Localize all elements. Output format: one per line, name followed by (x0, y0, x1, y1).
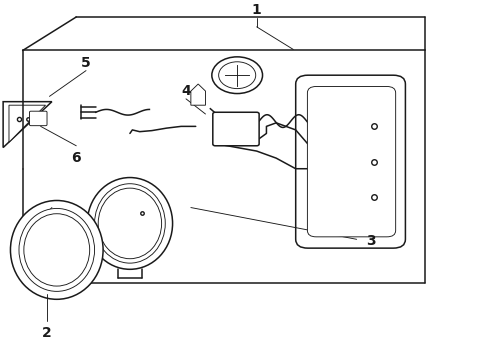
FancyBboxPatch shape (212, 112, 259, 146)
Text: 1: 1 (251, 3, 261, 17)
FancyBboxPatch shape (307, 86, 395, 237)
Text: 4: 4 (181, 84, 190, 98)
Text: 2: 2 (42, 326, 52, 340)
Ellipse shape (87, 177, 172, 269)
Text: 3: 3 (366, 234, 375, 248)
Ellipse shape (24, 214, 89, 286)
FancyBboxPatch shape (29, 111, 47, 126)
Ellipse shape (98, 188, 161, 259)
Ellipse shape (19, 208, 94, 291)
FancyBboxPatch shape (295, 75, 405, 248)
Circle shape (218, 62, 255, 89)
Text: 6: 6 (71, 151, 81, 165)
Polygon shape (190, 84, 205, 105)
Text: 5: 5 (81, 56, 91, 70)
Ellipse shape (19, 204, 94, 296)
Ellipse shape (94, 184, 165, 263)
Polygon shape (3, 102, 52, 148)
Ellipse shape (10, 201, 103, 299)
Polygon shape (9, 105, 45, 142)
Circle shape (211, 57, 262, 94)
